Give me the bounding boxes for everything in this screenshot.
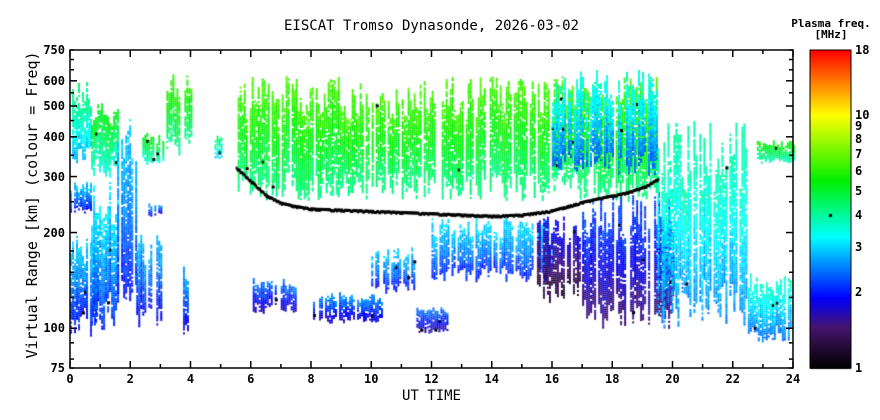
x-tick-label: 22	[725, 372, 740, 386]
plot-frame	[69, 49, 794, 369]
x-tick-label: 8	[307, 372, 315, 386]
colorbar-tick-label: 7	[855, 146, 863, 161]
colorbar-tick-label: 6	[855, 163, 863, 178]
x-tick-label: 14	[484, 372, 499, 386]
colorbar-tick-label: 18	[855, 43, 870, 57]
y-tick-label: 75	[50, 361, 65, 375]
colorbar-title: Plasma freq. [MHz]	[791, 17, 871, 41]
x-tick-label: 20	[665, 372, 680, 386]
colorbar-tick-label: 2	[855, 284, 863, 299]
y-tick-label: 600	[43, 73, 65, 88]
colorbar-tick-label: 1	[855, 361, 863, 375]
chart-title: EISCAT Tromso Dynasonde, 2026-03-02	[283, 18, 579, 34]
colorbar-tick-label: 8	[855, 132, 863, 147]
x-tick-label: 2	[126, 372, 134, 386]
y-tick-label: 100	[43, 321, 65, 336]
x-axis-label: UT TIME	[401, 388, 461, 404]
colorbar-frame	[809, 49, 852, 369]
x-tick-label: 0	[66, 372, 74, 386]
colorbar-tick-label: 10	[855, 107, 870, 122]
y-tick-label: 400	[43, 129, 65, 144]
x-tick-label: 24	[785, 372, 801, 386]
y-tick-label: 750	[43, 43, 65, 57]
colorbar-tick-label: 5	[855, 183, 863, 198]
x-tick-label: 18	[605, 372, 620, 386]
y-tick-label: 200	[43, 225, 65, 240]
x-tick-label: 12	[424, 372, 439, 386]
x-tick-label: 10	[364, 372, 379, 386]
colorbar-tick-label: 3	[855, 240, 863, 255]
y-tick-label: 500	[43, 98, 65, 113]
y-axis-label: Virtual Range [km] (colour = Freq)	[23, 51, 41, 359]
y-tick-label: 300	[43, 169, 65, 184]
x-tick-label: 6	[247, 372, 255, 386]
x-tick-label: 4	[186, 372, 195, 386]
colorbar-tick-label: 4	[855, 208, 863, 223]
x-tick-label: 16	[544, 372, 560, 386]
colorbar-tick-label: 9	[855, 119, 863, 134]
